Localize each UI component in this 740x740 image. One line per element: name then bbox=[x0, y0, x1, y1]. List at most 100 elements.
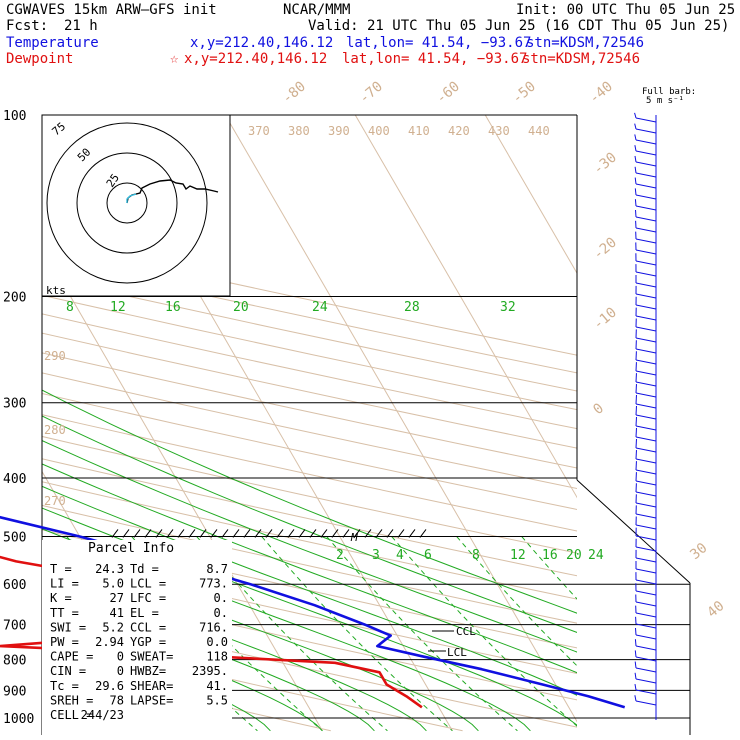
wind-barb bbox=[635, 678, 657, 684]
parcel-row-label2: CCL = bbox=[130, 620, 166, 634]
moist-adiabat bbox=[42, 607, 323, 732]
hodograph-trace-cyan bbox=[126, 193, 137, 203]
dry-adiabat bbox=[42, 504, 577, 624]
parcel-info-box: Parcel Info T = 24.3 Td = 8.7 LI = 5.0 LCL = 77… bbox=[42, 540, 232, 735]
wind-barb bbox=[635, 667, 657, 673]
wind-barb-flag bbox=[634, 123, 637, 130]
wind-barb bbox=[635, 161, 657, 167]
parcel-row-label: SWI = bbox=[50, 620, 86, 634]
wind-barb bbox=[635, 381, 657, 387]
wind-barb bbox=[635, 227, 657, 233]
hatch-tick bbox=[353, 529, 361, 538]
parcel-row-label: CAPE = bbox=[50, 650, 93, 664]
parcel-row-value: 5.2 bbox=[102, 620, 124, 634]
temperature-legend-stn: stn=KDSM,72546 bbox=[526, 35, 645, 51]
mixing-ratio-label-200: 24 bbox=[312, 300, 328, 315]
parcel-row-label2: Td = bbox=[130, 562, 159, 576]
hatch-tick bbox=[111, 529, 119, 538]
dry-adiabat bbox=[42, 276, 577, 392]
wind-barb bbox=[635, 172, 657, 178]
wind-barb bbox=[635, 205, 657, 211]
hatch-tick bbox=[243, 529, 251, 538]
pressure-label-400: 400 bbox=[3, 472, 26, 487]
dry-adiabat bbox=[42, 294, 577, 411]
isotherm-line bbox=[484, 115, 577, 275]
parcel-row-label2: SWEAT= bbox=[130, 650, 173, 664]
wind-barb bbox=[635, 359, 657, 365]
parcel-row-value: 2.94 bbox=[95, 635, 124, 649]
parcel-row-value: 24.3 bbox=[95, 562, 124, 576]
parcel-row-label: SREH = bbox=[50, 693, 93, 707]
wind-barb-flag bbox=[634, 199, 637, 207]
wind-barb bbox=[635, 216, 657, 222]
wind-barb-flag bbox=[634, 683, 637, 691]
valid-time: Valid: 21 UTC Thu 05 Jun 25 (16 CDT Thu … bbox=[308, 18, 730, 34]
barb-title-line1: Full barb: bbox=[642, 87, 696, 97]
hatch-tick bbox=[287, 529, 295, 538]
hatch-tick bbox=[177, 529, 185, 538]
wind-barb-flag bbox=[634, 145, 637, 152]
wind-barb bbox=[635, 348, 657, 354]
wind-barb bbox=[635, 436, 657, 442]
temperature-legend-label: Temperature bbox=[6, 35, 99, 51]
mixing-ratio-label-500: 24 bbox=[588, 548, 604, 563]
parcel-row-value: 29.6 bbox=[95, 679, 124, 693]
mixing-ratio-label-200: 12 bbox=[110, 300, 126, 315]
hatch-tick bbox=[276, 529, 284, 538]
moist-adiabat bbox=[42, 415, 577, 633]
wind-barb-flag bbox=[634, 155, 637, 163]
wind-barb bbox=[635, 480, 657, 486]
wind-barb bbox=[635, 117, 657, 123]
wind-barb bbox=[635, 282, 657, 288]
hatch-tick bbox=[386, 529, 394, 538]
annotation-m: M bbox=[350, 531, 358, 544]
wind-barb bbox=[635, 590, 657, 596]
dewpoint-star-icon: ☆ bbox=[170, 51, 179, 67]
parcel-row-value: 5.0 bbox=[102, 577, 124, 591]
theta-label: 370 bbox=[248, 124, 270, 138]
wind-barb bbox=[635, 579, 657, 585]
parcel-row-value2: 773. bbox=[199, 577, 228, 591]
dewpoint-legend-label: Dewpoint bbox=[6, 51, 74, 67]
parcel-row-value: 0 bbox=[117, 664, 124, 678]
hatch-tick bbox=[144, 529, 152, 538]
hodograph-ring-25 bbox=[106, 182, 148, 224]
mixing-ratio-label-500: 3 bbox=[372, 548, 380, 563]
theta-label: 430 bbox=[488, 124, 510, 138]
parcel-row-value: 27 bbox=[110, 591, 124, 605]
wind-barb bbox=[635, 491, 657, 497]
isotherm-line bbox=[354, 115, 577, 499]
mixing-ratio-line bbox=[261, 536, 453, 732]
init-time: Init: 00 UTC Thu 05 Jun 25 bbox=[516, 2, 736, 18]
wind-barb-flag bbox=[634, 650, 637, 658]
hatch-tick bbox=[122, 529, 130, 538]
mixing-ratio-label-500: 2 bbox=[336, 548, 344, 563]
wind-barb bbox=[635, 634, 657, 640]
temperature-trace bbox=[0, 515, 626, 709]
wind-barb-flag bbox=[634, 112, 637, 119]
parcel-row-label2: LCL = bbox=[130, 577, 166, 591]
pressure-label-900: 900 bbox=[3, 684, 26, 699]
parcel-row-value2: 0. bbox=[214, 606, 228, 620]
temperature-legend-latlon: lat,lon= 41.54, −93.67 bbox=[346, 35, 532, 51]
wind-barb bbox=[635, 128, 657, 134]
parcel-row-label2: LAPSE= bbox=[130, 693, 173, 707]
wind-barb bbox=[635, 623, 657, 629]
wind-barb-flag bbox=[634, 177, 637, 185]
mixing-ratio-label-200: 16 bbox=[165, 300, 181, 315]
temperature-legend-xy: x,y=212.40,146.12 bbox=[190, 35, 334, 51]
wind-barb bbox=[635, 370, 657, 376]
dewpoint-legend-xy: x,y=212.40,146.12 bbox=[184, 51, 328, 67]
hatch-tick bbox=[166, 529, 174, 538]
parcel-info-title: Parcel Info bbox=[88, 541, 174, 556]
wind-barb bbox=[635, 689, 657, 695]
pressure-label-800: 800 bbox=[3, 654, 26, 669]
parcel-row-value2: 118 bbox=[206, 650, 228, 664]
barb-title-line2: 5 m s⁻¹ bbox=[646, 96, 684, 106]
frame-diagonal bbox=[576, 479, 691, 584]
wind-barb bbox=[635, 458, 657, 464]
theta-side-label: 280 bbox=[44, 423, 66, 437]
moist-adiabat bbox=[42, 507, 577, 727]
wind-barb bbox=[635, 469, 657, 475]
